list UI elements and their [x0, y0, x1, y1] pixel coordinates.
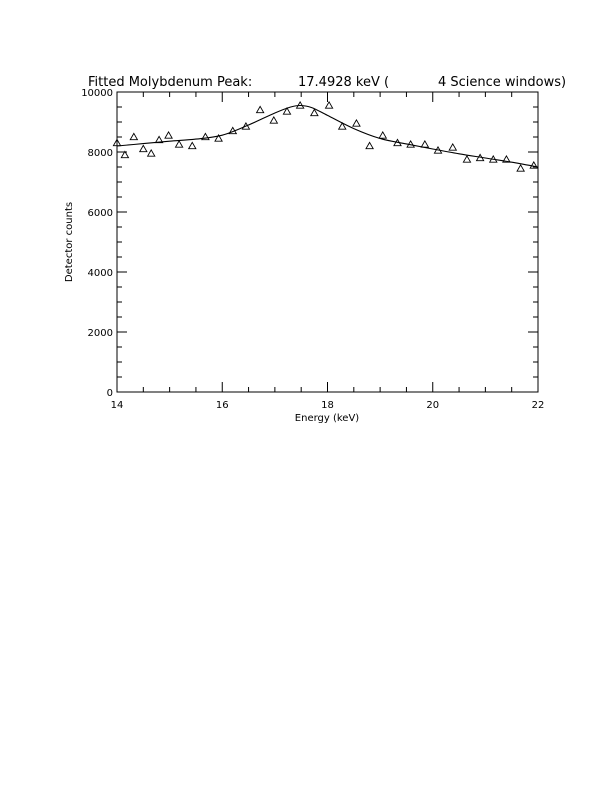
chart-title: Fitted Molybdenum Peak: 17.4928 keV ( 4 … [88, 75, 566, 90]
data-point-triangle [282, 106, 292, 115]
y-tick-label: 0 [107, 388, 113, 399]
data-point-triangle [164, 130, 173, 139]
chart-title-energy: 17.4928 keV ( [298, 75, 389, 90]
data-point-triangle [146, 148, 156, 157]
y-tick-label: 6000 [88, 208, 113, 219]
data-point-triangle [129, 132, 139, 141]
y-tick-label: 4000 [88, 268, 113, 279]
data-point-triangle [462, 154, 472, 163]
data-point-triangle [516, 163, 526, 172]
data-point-triangle [255, 105, 265, 114]
data-point-triangle [187, 141, 197, 150]
data-point-triangle [433, 145, 443, 154]
axis-ticks [116, 91, 539, 393]
fit-layer [116, 104, 539, 168]
data-point-triangle [295, 100, 305, 109]
x-tick-label: 20 [426, 400, 439, 411]
data-point-triangle [352, 118, 361, 127]
data-point-triangle [120, 150, 130, 159]
data-point-triangle [241, 121, 251, 130]
chart-title-windows: 4 Science windows) [438, 75, 566, 90]
data-point-triangle [324, 100, 334, 109]
data-point-triangle [448, 142, 458, 151]
data-point-triangle [309, 108, 319, 117]
plot-frame [116, 91, 539, 393]
data-point-triangle [228, 126, 238, 135]
data-point-triangle [112, 138, 122, 147]
data-point-triangle [406, 139, 416, 148]
data-point-triangle [378, 130, 388, 139]
data-point-triangle [502, 154, 511, 163]
y-tick-label: 10000 [81, 88, 113, 99]
y-axis-label: Detector counts [64, 202, 75, 282]
tick-labels: 14 16 18 20 22 0 2000 4000 6000 8000 10000 [81, 88, 544, 411]
x-axis-label: Energy (keV) [295, 413, 360, 424]
data-point-triangle [488, 154, 498, 163]
x-tick-label: 22 [532, 400, 545, 411]
x-tick-label: 14 [111, 400, 124, 411]
y-tick-label: 8000 [88, 148, 113, 159]
data-point-triangle [174, 139, 184, 148]
data-point-triangle [337, 121, 347, 130]
chart-title-prefix: Fitted Molybdenum Peak: [88, 75, 252, 90]
data-point-triangle [393, 138, 402, 147]
data-point-triangle [154, 135, 164, 144]
data-point-triangle [365, 141, 374, 150]
data-point-triangle [475, 153, 485, 162]
data-point-triangle [529, 160, 539, 169]
data-points [112, 100, 539, 172]
data-point-triangle [201, 132, 210, 141]
data-point-triangle [269, 115, 279, 124]
data-point-triangle [420, 139, 430, 148]
x-tick-label: 18 [321, 400, 334, 411]
x-tick-label: 16 [216, 400, 229, 411]
fit-curve [116, 104, 539, 168]
data-point-triangle [214, 133, 223, 142]
data-point-triangle [138, 144, 148, 153]
y-tick-label: 2000 [88, 328, 113, 339]
